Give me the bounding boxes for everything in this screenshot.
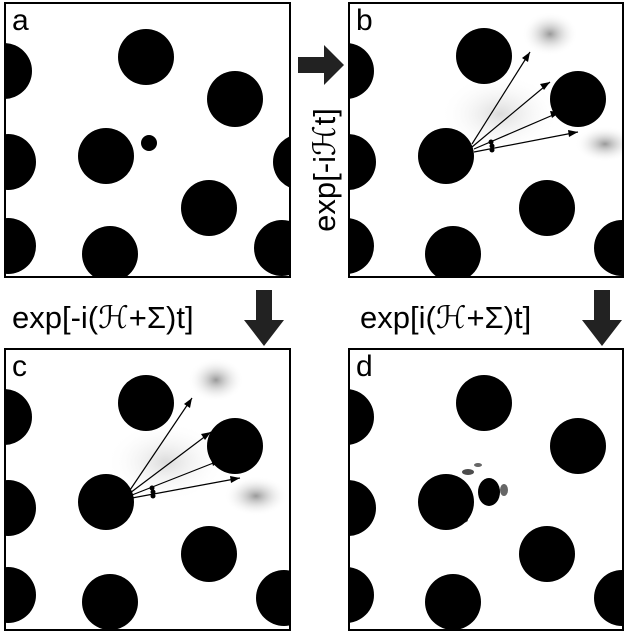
- disk: [273, 136, 289, 188]
- disk: [207, 418, 263, 474]
- disk: [6, 134, 36, 190]
- disk: [118, 29, 174, 85]
- disk: [456, 375, 512, 431]
- trajectory-arrows: [471, 51, 579, 153]
- disk: [519, 526, 575, 582]
- disk: [519, 180, 575, 236]
- disk: [350, 567, 374, 623]
- disk: [118, 375, 174, 431]
- disk: [456, 28, 512, 84]
- panel-b: b: [348, 2, 624, 278]
- panel-c: c: [4, 348, 291, 631]
- arrow-down-icon: [582, 290, 622, 346]
- wavepacket: [141, 135, 157, 151]
- disk: [181, 526, 237, 582]
- operator-a-to-c: exp[-i(ℋ+Σ)t]: [12, 300, 194, 335]
- arrow-right-icon: [298, 45, 344, 85]
- disk: [418, 474, 474, 530]
- disk: [82, 574, 138, 629]
- disk: [207, 71, 263, 127]
- panel-d-scatterers: [350, 375, 622, 629]
- disk: [6, 43, 32, 99]
- panel-c-scatterers: [6, 358, 289, 629]
- disk: [594, 570, 622, 626]
- disk: [78, 474, 134, 530]
- disk: [6, 567, 36, 623]
- disk: [550, 418, 606, 474]
- panel-c-label: c: [12, 350, 27, 383]
- disk: [550, 71, 606, 127]
- arrow-down-icon: [244, 290, 284, 346]
- disk: [82, 226, 138, 276]
- disk: [418, 128, 474, 184]
- disk: [6, 480, 36, 536]
- panel-a: a: [4, 2, 291, 278]
- panel-a-scatterers: [6, 29, 289, 276]
- disk: [256, 570, 289, 626]
- panel-d-label: d: [356, 350, 373, 383]
- disk: [78, 128, 134, 184]
- panel-a-label: a: [12, 4, 29, 37]
- disk: [594, 220, 622, 276]
- operator-a-to-b: exp[-iℋt]: [307, 108, 342, 232]
- panel-b-label: b: [356, 4, 373, 37]
- disk: [350, 218, 374, 274]
- disk: [350, 134, 376, 190]
- disk: [6, 218, 36, 274]
- trajectory-arrows: [129, 397, 241, 499]
- panel-d: d: [348, 348, 624, 631]
- disk: [350, 389, 374, 445]
- panel-b-scatterers: [350, 12, 622, 276]
- disk: [350, 480, 376, 536]
- disk: [6, 389, 32, 445]
- disk: [350, 43, 374, 99]
- disk: [254, 220, 289, 276]
- disk: [425, 226, 481, 276]
- refocused-wavepacket: [456, 463, 508, 523]
- disk: [181, 180, 237, 236]
- disk: [425, 574, 481, 629]
- operator-b-to-d: exp[i(ℋ+Σ)t]: [360, 300, 532, 335]
